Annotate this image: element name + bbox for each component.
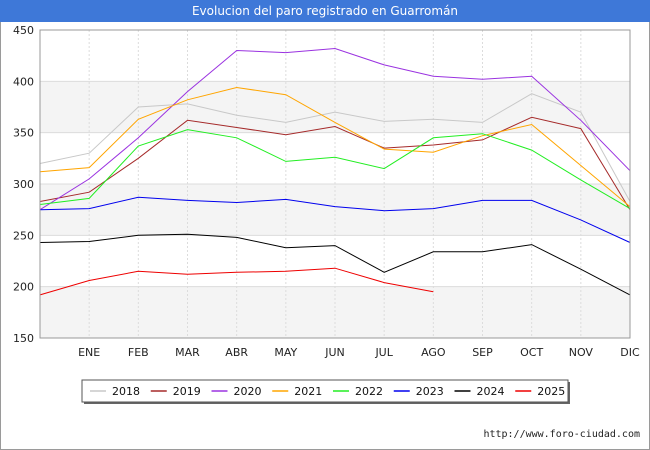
series-line-2018: [39, 93, 631, 202]
axes: 150 200 250 300 350 400 450 ENE FEB MAR ABR MAY JUN J…: [13, 24, 640, 359]
legend-label-2018: 2018: [112, 385, 140, 398]
series-line-2025: [39, 267, 434, 296]
legend-label-2023: 2023: [416, 385, 444, 398]
legend-box: [81, 379, 569, 403]
x-tick-label: NOV: [569, 346, 594, 359]
x-tick-label: ENE: [78, 346, 100, 359]
legend-label-2020: 2020: [234, 385, 262, 398]
x-tick-label: JUN: [324, 346, 345, 359]
y-tick-label: 150: [13, 332, 34, 345]
y-tick-label: 450: [13, 24, 34, 37]
y-tick-label: 200: [13, 281, 34, 294]
series-line-2023: [39, 196, 631, 243]
y-tick-label: 300: [13, 178, 34, 191]
legend: 2018 2019 2020 2021 2022 2023 2024 2025: [81, 379, 570, 404]
x-tick-label: SEP: [472, 346, 493, 359]
legend-label-2022: 2022: [355, 385, 383, 398]
y-tick-label: 350: [13, 127, 34, 140]
x-tick-label: OCT: [520, 346, 543, 359]
y-tick-label: 250: [13, 229, 34, 242]
legend-label-2025: 2025: [537, 385, 565, 398]
x-tick-label: FEB: [128, 346, 149, 359]
x-tick-label: JUL: [374, 346, 393, 359]
chart-title: Evolucion del paro registrado en Guarrom…: [0, 0, 650, 22]
x-tick-label: ABR: [225, 346, 248, 359]
legend-label-2024: 2024: [477, 385, 505, 398]
series-line-2021: [39, 86, 631, 207]
series-line-2024: [39, 233, 631, 296]
legend-label-2021: 2021: [294, 385, 322, 398]
series-line-2019: [39, 116, 631, 210]
legend-label-2019: 2019: [173, 385, 201, 398]
y-tick-label: 400: [13, 75, 34, 88]
x-tick-label: MAR: [175, 346, 200, 359]
series-line-2020: [39, 47, 631, 211]
footer-url: http://www.foro-ciudad.com: [483, 429, 640, 440]
x-tick-label: AGO: [421, 346, 446, 359]
series-line-2022: [39, 129, 631, 210]
plot-area: [39, 29, 631, 339]
series-lines: [39, 47, 631, 296]
x-tick-label: MAY: [274, 346, 297, 359]
x-tick-label: DIC: [620, 346, 640, 359]
